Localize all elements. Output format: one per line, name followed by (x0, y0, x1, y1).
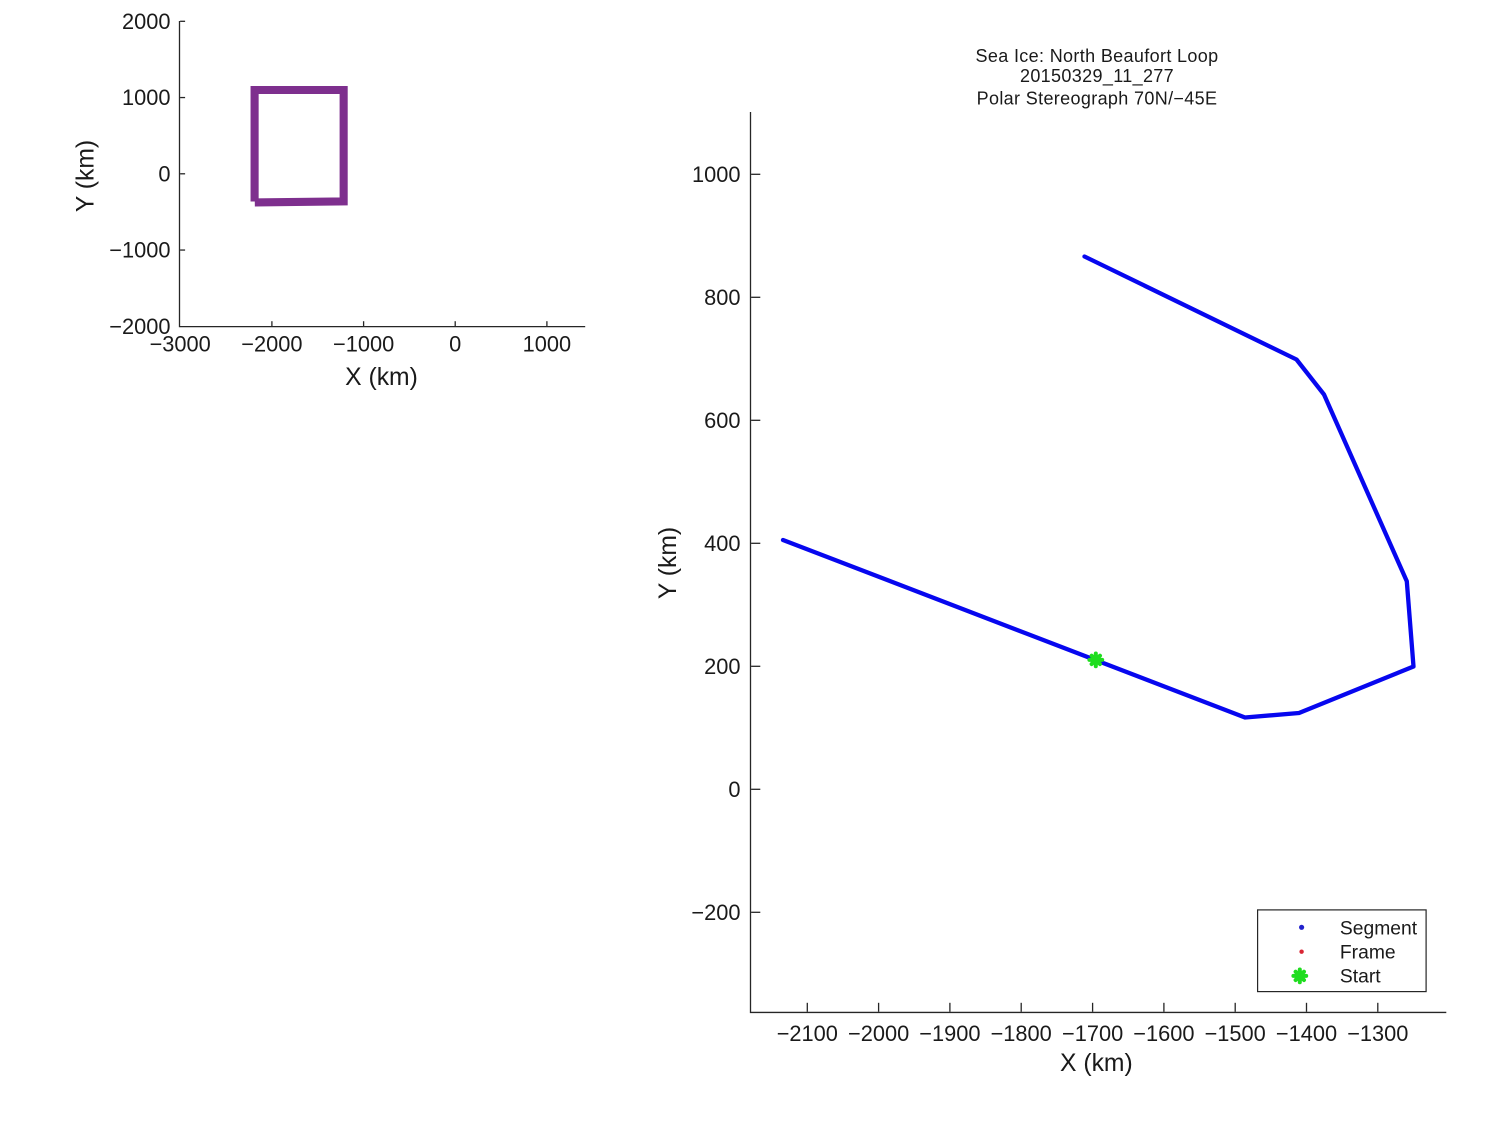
svg-text:X (km): X (km) (345, 364, 418, 391)
svg-text:1000: 1000 (523, 331, 572, 356)
svg-text:−1900: −1900 (919, 1021, 980, 1046)
svg-text:−1500: −1500 (1205, 1021, 1266, 1046)
svg-text:Frame: Frame (1340, 942, 1396, 963)
svg-text:0: 0 (449, 331, 461, 356)
svg-text:−1300: −1300 (1347, 1021, 1408, 1046)
svg-text:200: 200 (704, 654, 740, 679)
svg-text:0: 0 (158, 161, 170, 186)
svg-text:600: 600 (704, 408, 740, 433)
svg-text:−200: −200 (691, 900, 740, 925)
svg-text:X (km): X (km) (1060, 1050, 1133, 1077)
svg-text:20150329_11_277: 20150329_11_277 (1020, 66, 1174, 87)
svg-text:Sea Ice: North Beaufort Loop: Sea Ice: North Beaufort Loop (976, 46, 1219, 66)
svg-text:−1400: −1400 (1276, 1021, 1337, 1046)
svg-text:0: 0 (728, 777, 740, 802)
svg-text:Y (km): Y (km) (655, 527, 682, 599)
svg-text:2000: 2000 (122, 9, 171, 34)
svg-text:−2000: −2000 (241, 331, 302, 356)
svg-text:−1000: −1000 (109, 238, 170, 263)
svg-text:−3000: −3000 (150, 331, 211, 356)
svg-text:−2000: −2000 (848, 1021, 909, 1046)
svg-text:800: 800 (704, 285, 740, 310)
svg-text:−1800: −1800 (991, 1021, 1052, 1046)
svg-text:1000: 1000 (122, 85, 171, 110)
svg-text:−2000: −2000 (109, 314, 170, 339)
svg-text:Start: Start (1340, 967, 1381, 988)
svg-text:400: 400 (704, 531, 740, 556)
svg-text:−1000: −1000 (333, 331, 394, 356)
svg-text:Polar Stereograph 70N/−45E: Polar Stereograph 70N/−45E (977, 89, 1218, 109)
svg-text:Segment: Segment (1340, 918, 1418, 939)
svg-text:Y (km): Y (km) (73, 140, 100, 212)
svg-text:1000: 1000 (692, 162, 741, 187)
svg-text:−1600: −1600 (1133, 1021, 1194, 1046)
svg-text:−2100: −2100 (777, 1021, 838, 1046)
svg-text:−1700: −1700 (1062, 1021, 1123, 1046)
